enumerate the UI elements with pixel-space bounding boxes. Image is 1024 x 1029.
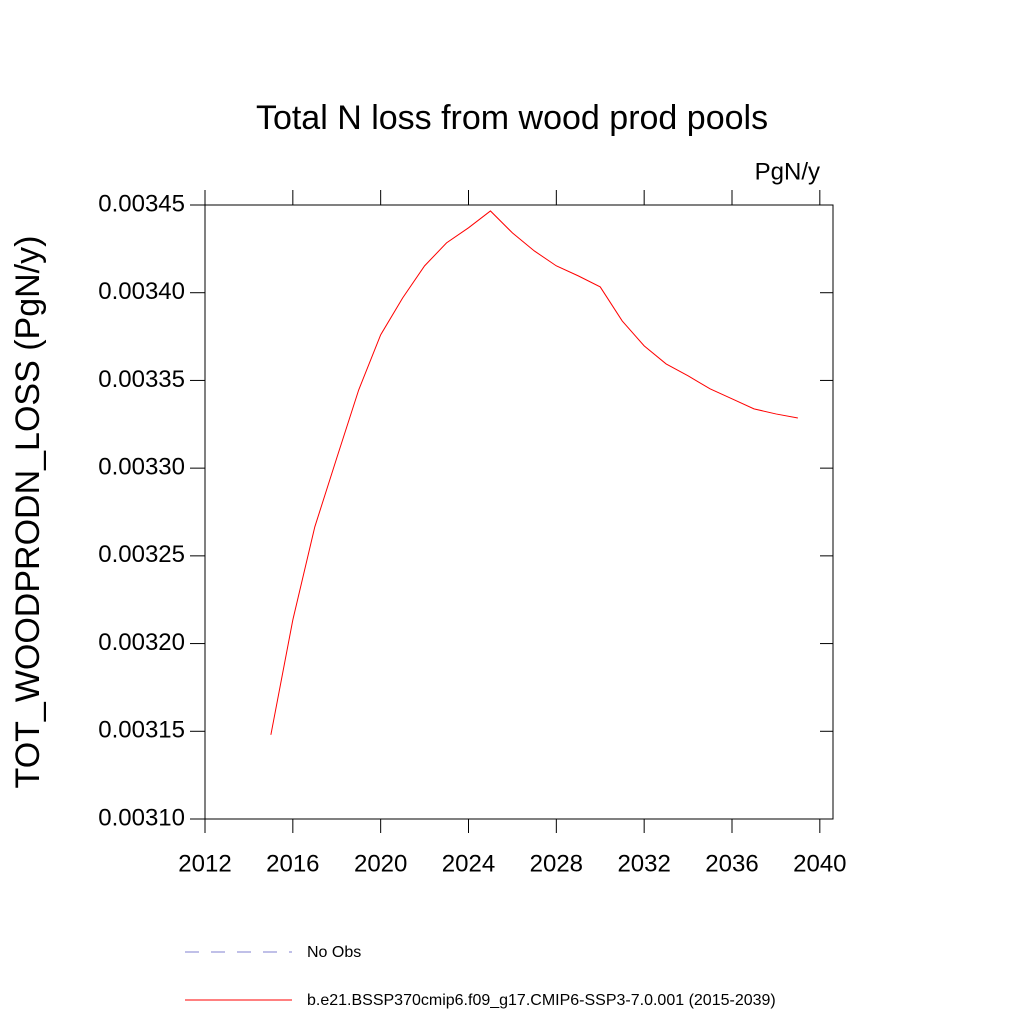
x-tick-label: 2020 — [354, 850, 407, 877]
y-tick-label: 0.00335 — [98, 366, 185, 393]
y-tick-label: 0.00345 — [98, 190, 185, 217]
chart-title: Total N loss from wood prod pools — [256, 99, 768, 137]
y-tick-label: 0.00340 — [98, 278, 185, 305]
x-tick-label: 2032 — [617, 850, 670, 877]
plot-frame — [204, 204, 834, 820]
units-label: PgN/y — [755, 158, 820, 185]
y-tick-label: 0.00330 — [98, 453, 185, 480]
y-tick-label: 0.00310 — [98, 804, 185, 831]
y-axis-label: TOT_WOODPRODN_LOSS (PgN/y) — [9, 236, 47, 789]
x-tick-label: 2016 — [266, 850, 319, 877]
x-tick-label: 2024 — [442, 850, 495, 877]
x-tick-label: 2028 — [530, 850, 583, 877]
legend-label: No Obs — [307, 944, 361, 961]
y-tick-label: 0.00325 — [98, 541, 185, 568]
y-tick-label: 0.00320 — [98, 629, 185, 656]
x-tick-label: 2040 — [793, 850, 846, 877]
legend-label: b.e21.BSSP370cmip6.f09_g17.CMIP6-SSP3-7.… — [307, 992, 776, 1009]
x-tick-label: 2036 — [705, 850, 758, 877]
y-tick-label: 0.00315 — [98, 717, 185, 744]
data-line — [270, 210, 798, 735]
x-tick-label: 2012 — [178, 850, 231, 877]
